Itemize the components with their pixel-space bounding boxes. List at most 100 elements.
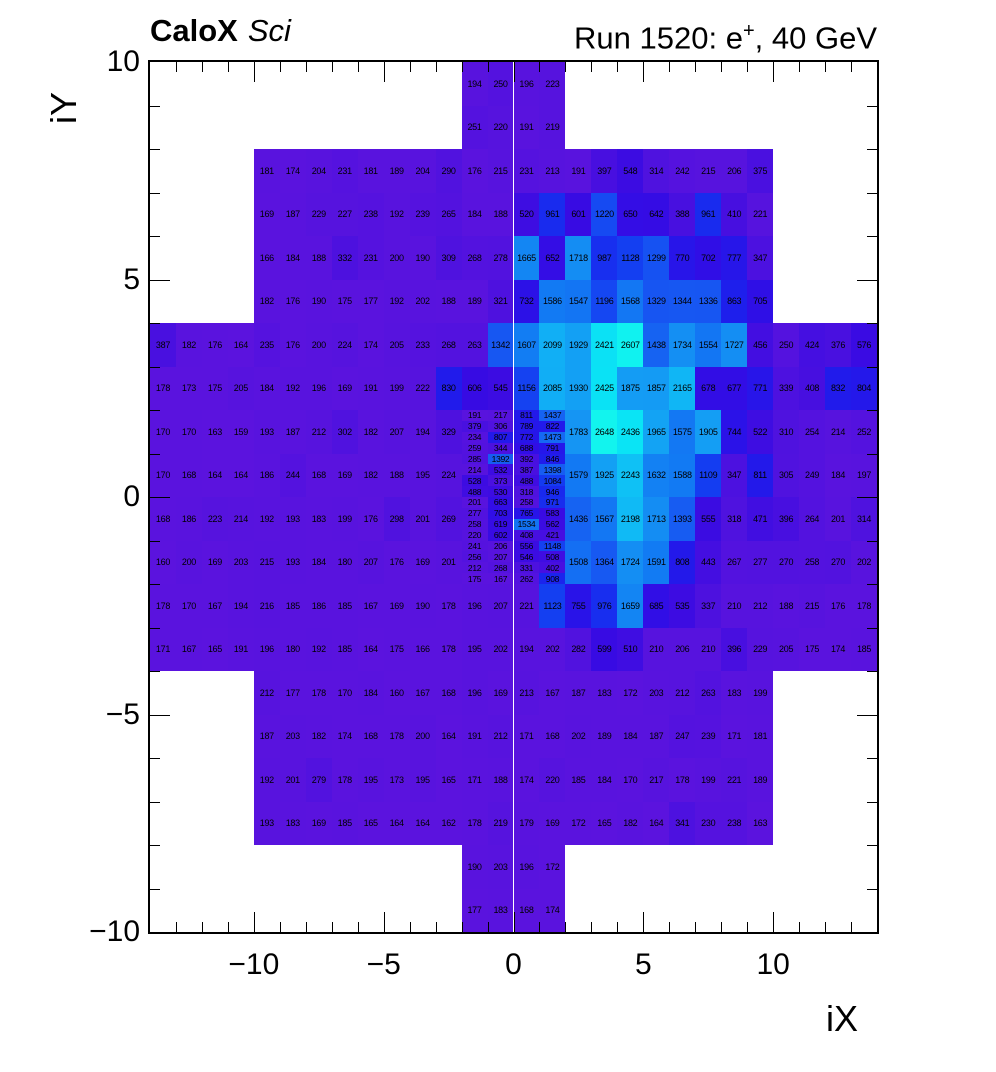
tick-mark: [867, 845, 877, 846]
heatmap-cell: 234: [461, 431, 488, 443]
heatmap-cell: 199: [383, 366, 410, 410]
tick-mark: [227, 922, 229, 932]
tick-mark: [487, 62, 489, 72]
heatmap-cell: 1588: [669, 453, 696, 497]
heatmap-cell: 185: [851, 627, 877, 671]
heatmap-cell: 202: [409, 279, 436, 323]
heatmap-cell: 1734: [669, 323, 696, 367]
tick-mark: [825, 922, 827, 932]
heatmap-cell: 183: [591, 671, 618, 715]
heatmap-cell: 167: [201, 584, 228, 628]
heatmap-cell: 1632: [643, 453, 670, 497]
tick-mark: [305, 922, 307, 932]
heatmap-cell: 185: [331, 584, 358, 628]
heatmap-cell: 186: [253, 453, 280, 497]
heatmap-cell: 188: [487, 192, 514, 236]
heatmap-cell: 172: [617, 671, 644, 715]
tick-mark: [747, 62, 749, 72]
heatmap-cell: 164: [383, 801, 410, 845]
heatmap-cell: 1437: [539, 410, 566, 421]
heatmap-cell: 196: [305, 366, 332, 410]
heatmap-cell: 227: [331, 192, 358, 236]
heatmap-cell: 203: [227, 540, 254, 584]
heatmap-cell: 194: [409, 410, 436, 454]
heatmap-cell: 175: [461, 573, 488, 584]
heatmap-cell: 278: [487, 236, 514, 280]
heatmap-cell: 214: [227, 497, 254, 541]
heatmap-cell: 212: [305, 410, 332, 454]
heatmap-cell: 195: [409, 453, 436, 497]
tick-mark: [150, 845, 160, 846]
heatmap-cell: 165: [435, 758, 462, 802]
heatmap-cell: 314: [643, 149, 670, 193]
heatmap-cell: 268: [435, 323, 462, 367]
tick-mark: [150, 627, 160, 629]
tick-mark: [357, 62, 359, 72]
heatmap-cell: 387: [513, 464, 540, 476]
heatmap-cell: 677: [721, 366, 748, 410]
heatmap-cell: 807: [487, 431, 514, 443]
tick-mark: [799, 922, 801, 932]
heatmap-cell: 270: [773, 540, 800, 584]
heatmap-cell: 184: [357, 671, 384, 715]
heatmap-cell: 195: [357, 758, 384, 802]
tick-mark: [669, 62, 671, 72]
heatmap-cell: 176: [279, 323, 306, 367]
x-tick-label: 5: [634, 948, 652, 981]
tick-mark: [591, 62, 593, 72]
heatmap-cell: 755: [565, 584, 592, 628]
heatmap-cell: 223: [201, 497, 228, 541]
heatmap-cell: 1591: [643, 540, 670, 584]
heatmap-cell: 250: [773, 323, 800, 367]
heatmap-cell: 2436: [617, 410, 644, 454]
x-tick-label: 10: [756, 948, 790, 981]
heatmap-cell: 194: [513, 627, 540, 671]
tick-mark: [867, 323, 877, 324]
heatmap-cell: 184: [253, 366, 280, 410]
heatmap-cell: 176: [201, 323, 228, 367]
heatmap-cell: 174: [513, 758, 540, 802]
heatmap-cell: 185: [565, 758, 592, 802]
heatmap-cell: 1727: [721, 323, 748, 367]
heatmap-cell: 392: [513, 453, 540, 465]
heatmap-cell: 863: [721, 279, 748, 323]
heatmap-cell: 167: [539, 671, 566, 715]
heatmap-cell: 217: [643, 758, 670, 802]
heatmap-cell: 1857: [643, 366, 670, 410]
heatmap-cell: 1567: [591, 497, 618, 541]
heatmap-cell: 204: [409, 149, 436, 193]
heatmap-cell: 195: [409, 758, 436, 802]
heatmap-cell: 168: [357, 714, 384, 758]
tick-mark: [867, 671, 877, 672]
heatmap-cell: 456: [747, 323, 774, 367]
heatmap-cell: 173: [383, 758, 410, 802]
heatmap-cell: 520: [513, 192, 540, 236]
heatmap-cell: 703: [487, 507, 514, 519]
heatmap-cell: 1554: [695, 323, 722, 367]
heatmap-cell: 168: [435, 671, 462, 715]
heatmap-cell: 184: [461, 192, 488, 236]
heatmap-cell: 207: [383, 410, 410, 454]
heatmap-cell: 203: [487, 845, 514, 889]
tick-mark: [383, 62, 385, 82]
heatmap-cell: 169: [253, 192, 280, 236]
histogram-title: CaloX Sci: [150, 14, 291, 48]
heatmap-cell: 183: [721, 671, 748, 715]
heatmap-cell: 182: [357, 410, 384, 454]
heatmap-cell: 213: [539, 149, 566, 193]
heatmap-cell: 1547: [565, 279, 592, 323]
detector-subsystem: Sci: [247, 13, 291, 48]
heatmap-cell: 808: [669, 540, 696, 584]
tick-mark: [867, 366, 877, 368]
heatmap-cell: 169: [539, 801, 566, 845]
heatmap-cell: 789: [513, 420, 540, 432]
heatmap-cell: 193: [253, 410, 280, 454]
heatmap-cell: 178: [435, 584, 462, 628]
heatmap-cell: 555: [695, 497, 722, 541]
heatmap-cell: 777: [721, 236, 748, 280]
heatmap-cell: 200: [383, 236, 410, 280]
tick-mark: [867, 584, 877, 585]
heatmap-cell: 176: [825, 584, 852, 628]
heatmap-cell: 2648: [591, 410, 618, 454]
heatmap-cell: 339: [773, 366, 800, 410]
